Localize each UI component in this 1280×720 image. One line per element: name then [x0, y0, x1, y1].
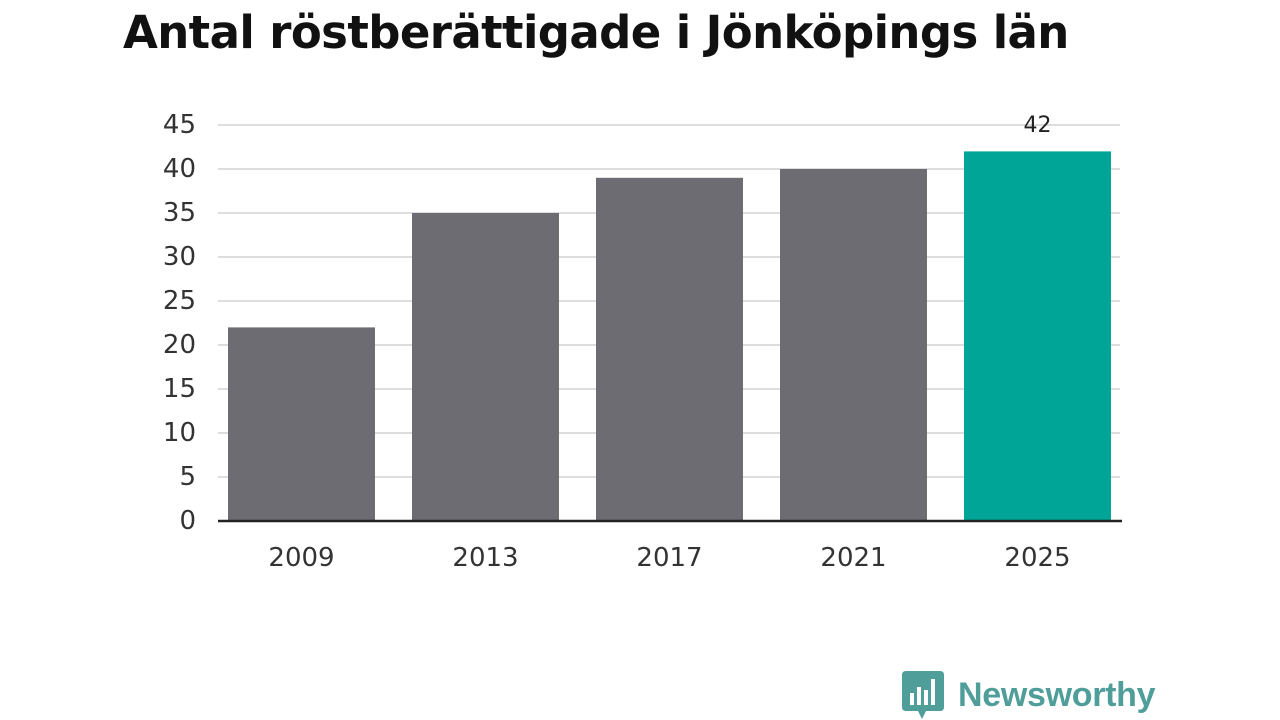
bar-2017 [596, 177, 743, 522]
chart-title: Antal röstberättigade i Jönköpings län [123, 6, 1069, 59]
y-tick-label: 10 [163, 418, 196, 448]
x-tick-label: 2013 [452, 543, 518, 573]
x-axis-ticks: 2009 2013 2017 2021 2025 [268, 543, 1070, 573]
y-tick-label: 15 [163, 374, 196, 404]
brand-name: Newsworthy [958, 675, 1156, 714]
bar-chart-speech-bubble-icon [902, 671, 944, 719]
y-axis-ticks: 0 5 10 15 20 25 30 35 40 45 [163, 110, 196, 536]
y-tick-label: 40 [163, 154, 196, 184]
brand-logo: Newsworthy [902, 671, 1156, 719]
y-tick-label: 35 [163, 198, 196, 228]
data-labels: 42 [1024, 113, 1052, 138]
y-tick-label: 25 [163, 286, 196, 316]
x-tick-label: 2021 [820, 543, 886, 573]
y-tick-label: 45 [163, 110, 196, 140]
bar-2025 [964, 151, 1111, 521]
bar-2021 [780, 169, 927, 521]
y-tick-label: 5 [179, 462, 196, 492]
bars [228, 151, 1111, 522]
x-tick-label: 2009 [268, 543, 334, 573]
y-tick-label: 30 [163, 242, 196, 272]
x-tick-label: 2025 [1004, 543, 1070, 573]
data-label-2025: 42 [1024, 113, 1052, 138]
bar-2009 [228, 327, 375, 521]
bar-2013 [412, 213, 559, 521]
y-tick-label: 0 [179, 506, 196, 536]
x-tick-label: 2017 [636, 543, 702, 573]
y-tick-label: 20 [163, 330, 196, 360]
